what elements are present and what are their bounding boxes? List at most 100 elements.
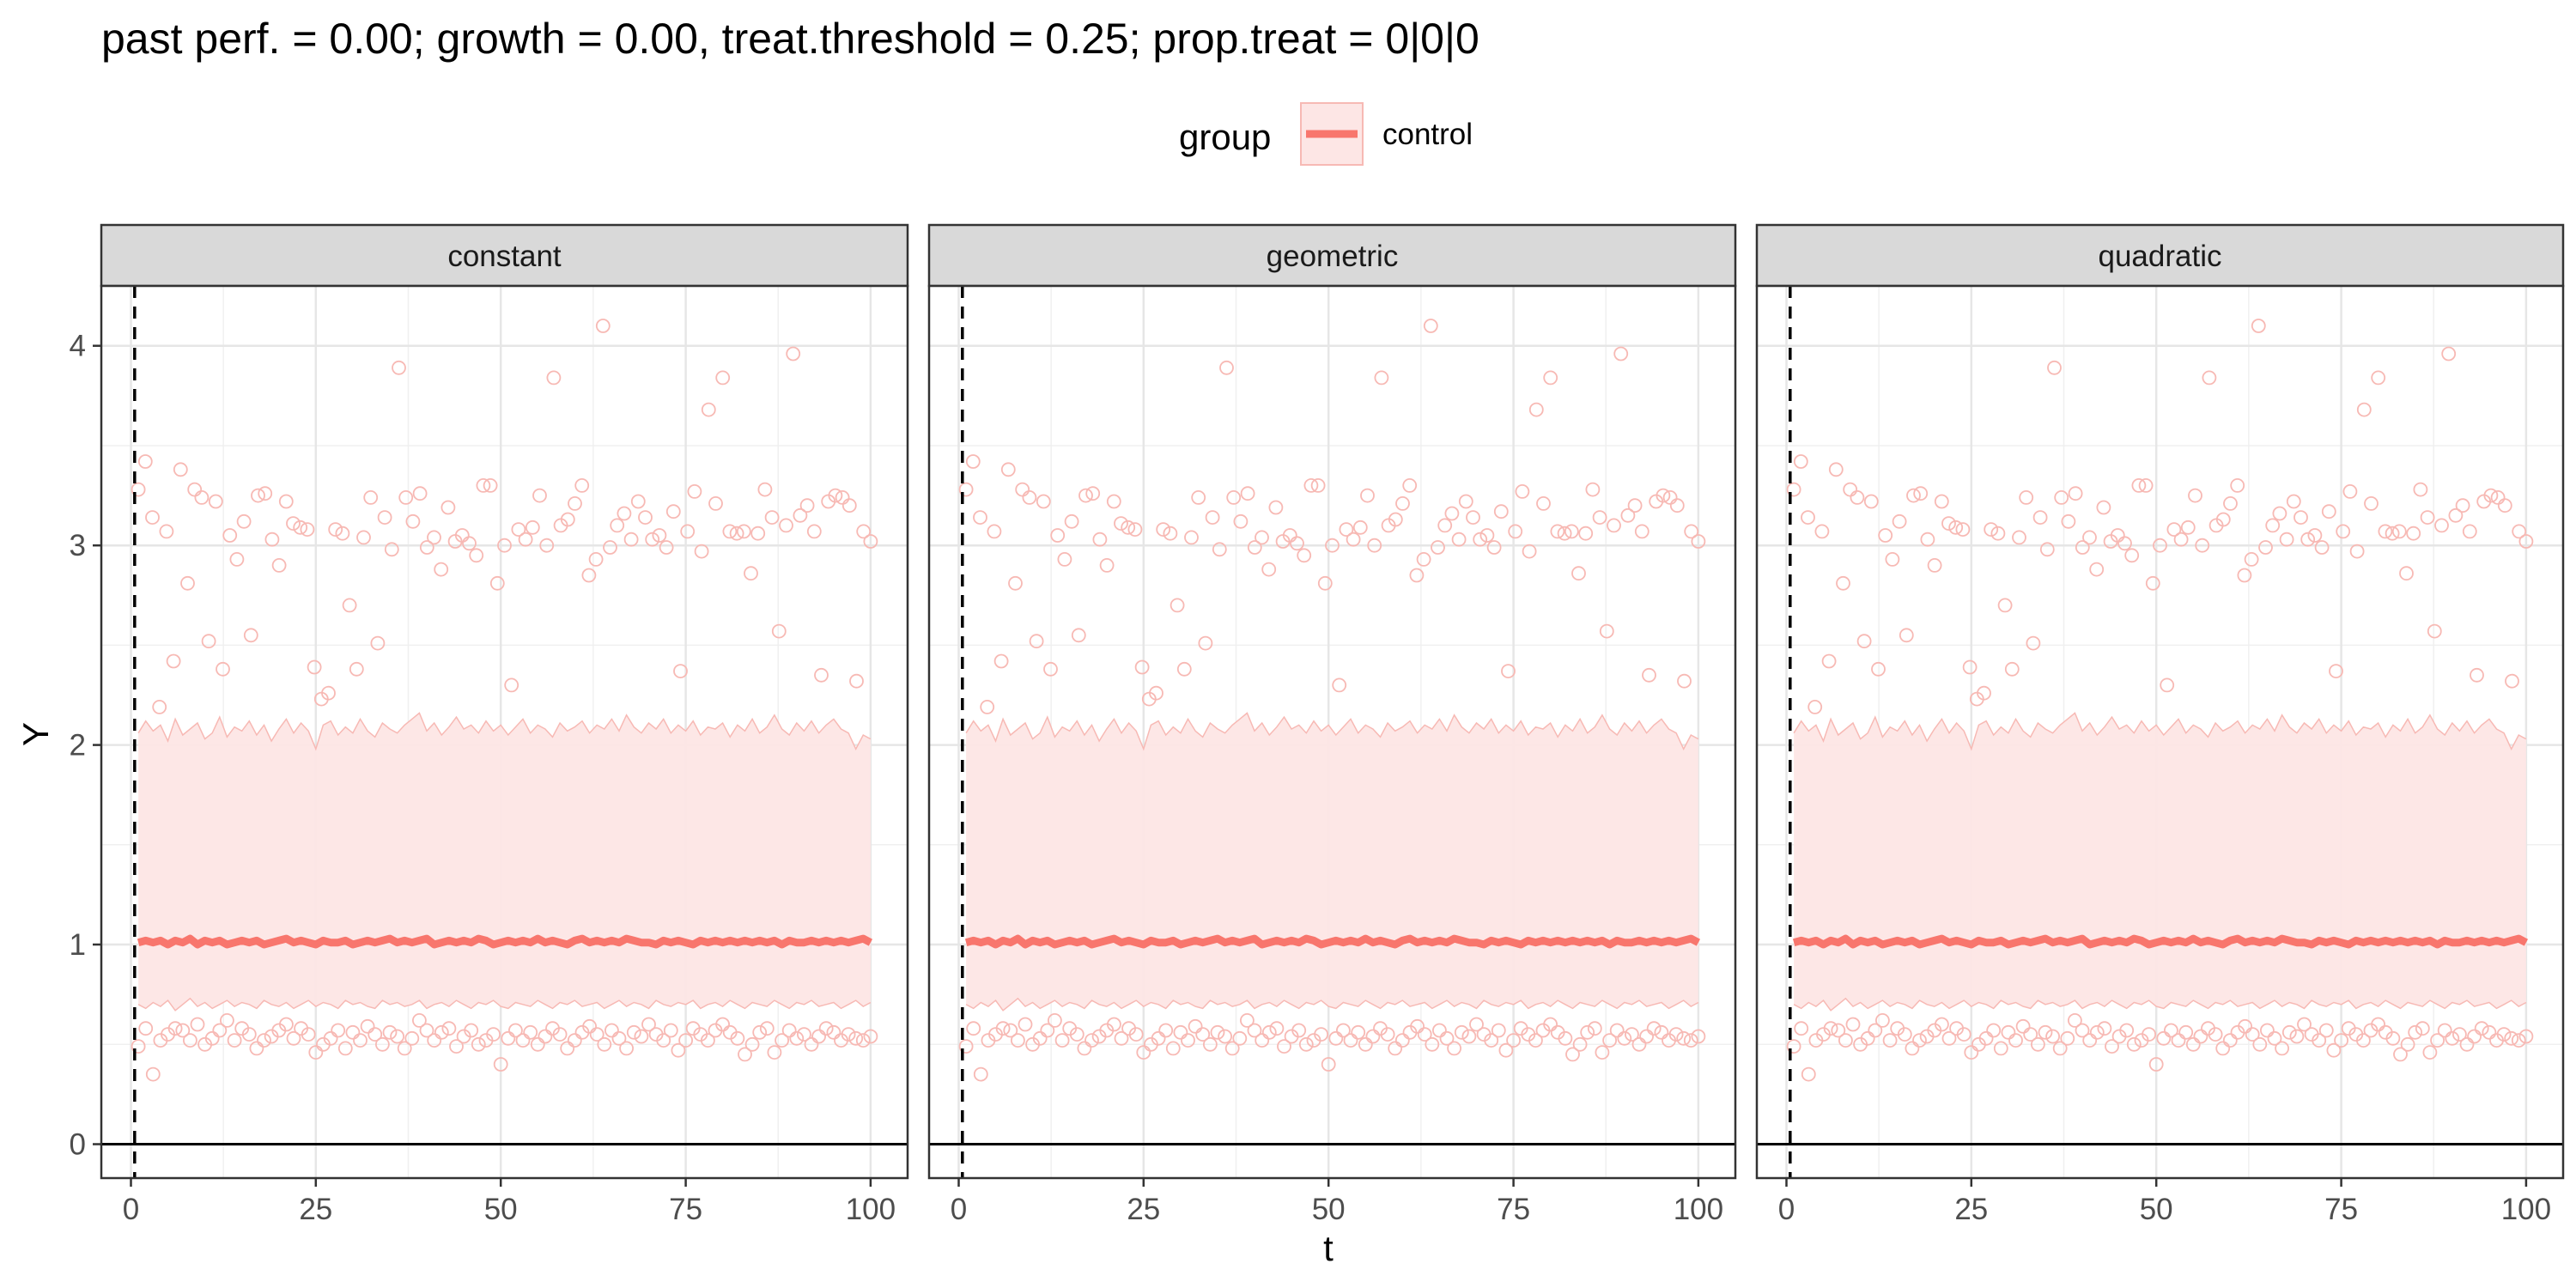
data-point-high (2518, 534, 2534, 549)
data-point-high (1585, 482, 1601, 497)
data-point-high (1528, 402, 1544, 417)
data-point-high (993, 653, 1009, 669)
data-point-high (1515, 484, 1530, 499)
data-point-low (1676, 1030, 1692, 1046)
data-point-high (1941, 516, 1956, 531)
facet-panel-quadratic: quadratic 0 25 50 75 100 (1755, 223, 2565, 1226)
data-point-high (194, 490, 210, 505)
data-point-low (2142, 1027, 2157, 1042)
data-point-high (300, 522, 315, 537)
data-point-low (678, 1033, 693, 1048)
data-point-low (663, 1023, 678, 1038)
data-point-high (1388, 512, 1403, 527)
data-point-low (2178, 1024, 2194, 1040)
data-point-high (659, 540, 674, 555)
data-point-low (701, 1033, 715, 1048)
data-point-high (483, 478, 498, 493)
confidence-ribbon (138, 713, 871, 1011)
data-point-high (2441, 346, 2457, 361)
data-point-high (2061, 513, 2076, 529)
data-point-high (2321, 504, 2336, 519)
data-point-low (2067, 1013, 2082, 1028)
data-point-low (589, 1027, 605, 1042)
data-point-high (581, 568, 597, 583)
data-point-low (2097, 1021, 2112, 1036)
data-point-high (518, 532, 533, 547)
data-point-low (1506, 1033, 1521, 1048)
data-point-low (427, 1033, 442, 1048)
data-point-high (793, 507, 808, 523)
data-point-low (374, 1036, 390, 1052)
data-point-high (603, 540, 617, 555)
data-point-high (1990, 526, 2006, 541)
series-line-control (964, 934, 1701, 949)
data-point-high (1836, 575, 1850, 591)
data-point-low (2504, 1030, 2519, 1046)
data-point-low (2259, 1023, 2275, 1038)
data-point-low (2445, 1030, 2460, 1046)
data-point-low (1321, 1057, 1336, 1072)
data-point-low (973, 1066, 988, 1082)
data-point-high (2497, 498, 2512, 513)
x-tick-label: 100 (1674, 1193, 1723, 1226)
data-point-high (363, 490, 379, 505)
data-point-high (307, 659, 322, 675)
data-point-high (1352, 519, 1368, 535)
data-point-low (1964, 1045, 1979, 1060)
data-point-high (1691, 534, 1706, 549)
data-point-low (182, 1033, 197, 1048)
data-point-high (588, 552, 604, 567)
data-point-high (799, 498, 815, 513)
data-point-high (2462, 524, 2477, 539)
data-point-low (1617, 1030, 1632, 1046)
data-point-high (2075, 540, 2090, 555)
data-point-high (384, 542, 399, 557)
data-point-high (1479, 528, 1495, 543)
data-point-high (405, 513, 421, 529)
legend-label-control: control (1382, 118, 1473, 151)
data-point-low (1934, 1017, 1949, 1032)
data-point-high (532, 488, 547, 503)
data-point-high (2131, 478, 2147, 493)
data-point-low (1084, 1033, 1099, 1048)
data-point-high (462, 536, 477, 551)
data-point-low (2496, 1027, 2512, 1042)
data-point-low (995, 1021, 1011, 1036)
facet-panel-geometric: geometric 0 25 50 75 100 (927, 223, 1737, 1226)
data-point-high (1856, 634, 1872, 649)
data-point-low (2275, 1041, 2290, 1056)
data-point-low (715, 1017, 730, 1032)
x-tick-label: 50 (484, 1193, 518, 1226)
data-point-high (722, 524, 738, 539)
data-point-high (1592, 510, 1607, 525)
data-point-high (1191, 490, 1206, 505)
data-point-low (560, 1041, 575, 1056)
data-point-high (1578, 526, 1594, 541)
data-point-high (2307, 528, 2323, 543)
data-point-low (2001, 1024, 2016, 1040)
data-point-high (1212, 542, 1227, 557)
data-point-high (665, 504, 681, 519)
data-point-high (2160, 677, 2175, 693)
data-point-low (1868, 1023, 1883, 1038)
data-point-low (131, 1039, 146, 1054)
data-point-high (392, 360, 406, 375)
data-point-high (349, 661, 364, 677)
chart-title: past perf. = 0.00; growth = 0.00, treat.… (101, 15, 1479, 63)
data-point-high (1233, 513, 1249, 529)
data-point-high (1550, 524, 1565, 539)
ribbon-upper-edge (965, 712, 1699, 751)
data-point-high (1163, 526, 1178, 541)
data-point-low (1447, 1041, 1461, 1056)
data-point-high (1543, 370, 1558, 386)
data-point-low (1498, 1042, 1514, 1058)
data-point-high (1121, 519, 1136, 535)
data-point-high (1339, 522, 1354, 537)
data-point-low (397, 1041, 412, 1056)
x-tick-label: 50 (2140, 1193, 2173, 1226)
data-point-high (1367, 538, 1382, 553)
data-point-high (377, 510, 392, 525)
data-point-high (2391, 524, 2407, 539)
data-point-low (767, 1045, 782, 1060)
